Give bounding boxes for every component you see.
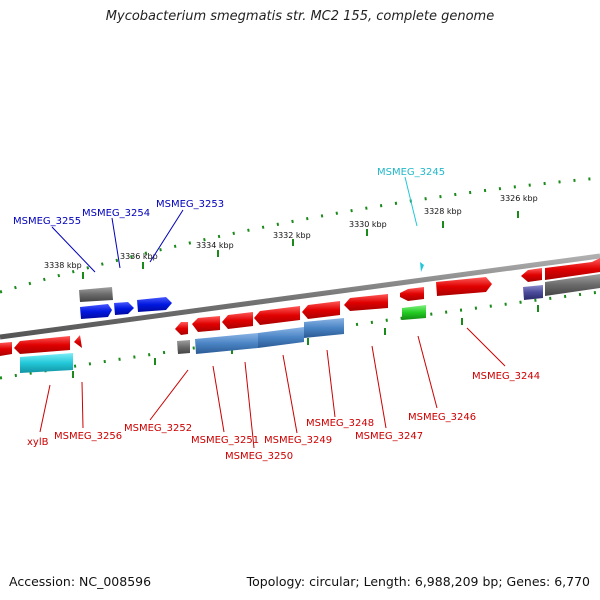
gene-red-lower [254, 306, 300, 325]
gene-msmeg-3248 [304, 318, 344, 338]
gene-labels-red: xylB MSMEG_3256 MSMEG_3252 MSMEG_3251 MS… [27, 371, 540, 462]
gene-gray-lower [177, 340, 190, 354]
gene-red-lower [302, 301, 340, 319]
accession-text: Accession: NC_008596 [9, 574, 152, 589]
gene-msmeg-3255 [80, 304, 112, 319]
gene-label: MSMEG_3252 [124, 423, 192, 434]
gene-red-upper [545, 258, 600, 280]
gene-label: MSMEG_3251 [191, 435, 259, 446]
upper-strand-genes[interactable] [79, 258, 600, 320]
gene-label: MSMEG_3255 [13, 216, 81, 227]
gene-gray-upper [545, 274, 600, 296]
callout-lines-red [39, 327, 506, 449]
gene-gray [79, 287, 113, 302]
callout-line-cyan [404, 176, 418, 227]
gene-red-lower [344, 294, 388, 311]
gene-label: MSMEG_3244 [472, 371, 540, 382]
genome-title: Mycobacterium smegmatis str. MC2 155, co… [105, 9, 495, 24]
genome-info-text: Topology: circular; Length: 6,988,209 bp… [246, 574, 590, 589]
gene-label: MSMEG_3254 [82, 208, 150, 219]
gene-msmeg-3251 [195, 333, 258, 354]
gene-red-upper [521, 268, 542, 282]
gene-red-lower [175, 322, 188, 335]
ruler-label: 3336 kbp [120, 252, 158, 261]
ruler-label: 3328 kbp [424, 207, 462, 216]
gene-msmeg-3253 [137, 297, 172, 312]
gene-red-lower [14, 336, 70, 354]
gene-msmeg-3249 [258, 327, 304, 348]
gene-msmeg-3254 [114, 302, 134, 315]
ruler-label: 3338 kbp [44, 261, 82, 270]
gene-red-upper [400, 287, 424, 301]
gene-label-cyan: MSMEG_3245 [377, 167, 445, 178]
gene-xylb [0, 342, 12, 356]
callout-lines-blue [51, 209, 184, 273]
ruler-label: 3334 kbp [196, 241, 234, 250]
gene-label: MSMEG_3256 [54, 431, 122, 442]
gene-msmeg-3256 [20, 353, 73, 373]
gene-label: MSMEG_3253 [156, 199, 224, 210]
gene-red-lower [192, 316, 220, 332]
gene-purple-upper [523, 285, 543, 300]
ruler-label: 3332 kbp [273, 231, 311, 240]
ruler-labels: 3338 kbp 3336 kbp 3334 kbp 3332 kbp 3330… [44, 194, 538, 270]
gene-labels-blue: MSMEG_3255 MSMEG_3254 MSMEG_3253 [13, 199, 224, 227]
gene-label: MSMEG_3246 [408, 412, 476, 423]
gene-label: MSMEG_3248 [306, 418, 374, 429]
gene-label: MSMEG_3249 [264, 435, 332, 446]
genome-backbone [0, 253, 600, 340]
gene-red-upper [436, 277, 492, 296]
ruler-major-ticks [82, 211, 519, 279]
gene-green-upper [402, 305, 426, 320]
ruler-label: 3326 kbp [500, 194, 538, 203]
gene-red-lower [222, 312, 253, 329]
gene-red-lower [74, 335, 82, 348]
gene-label: MSMEG_3250 [225, 451, 293, 462]
ruler-label: 3330 kbp [349, 220, 387, 229]
gene-msmeg-3245-marker [420, 262, 424, 272]
gene-label: xylB [27, 437, 49, 448]
lower-strand-genes[interactable] [0, 294, 388, 373]
gene-label: MSMEG_3247 [355, 431, 423, 442]
